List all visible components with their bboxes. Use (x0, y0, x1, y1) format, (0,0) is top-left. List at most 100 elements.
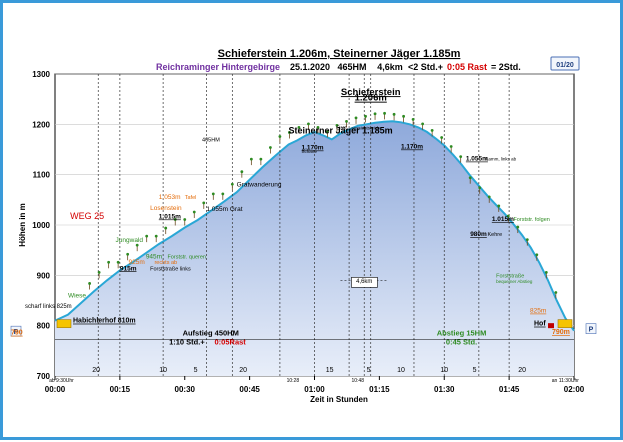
tree-crown (288, 131, 291, 134)
annotation-label: Grat (336, 125, 347, 131)
tree-crown (307, 122, 310, 126)
annotation-label: 1.015m (492, 216, 514, 223)
tree-crown (297, 126, 301, 129)
clock-time: 10:48 (351, 378, 364, 384)
end-ybox: 790m (552, 329, 570, 336)
tree-crown (326, 130, 329, 133)
annotation-label: Forststr. queren (167, 255, 206, 261)
descent-time: 0:45 Std. (446, 337, 477, 346)
tree-crown (316, 126, 320, 129)
y-tick-label: 800 (37, 322, 51, 331)
ascent-time: 1:10 Std.+ (169, 337, 205, 346)
segment-minutes: 5 (194, 367, 198, 374)
annotation-label: 915m (120, 265, 137, 272)
y-tick-label: 700 (37, 372, 51, 381)
tree-crown (525, 238, 529, 242)
date-label: 25.1.2020 (290, 62, 330, 72)
distance-header: 4,6km (377, 62, 403, 72)
tree-crown (449, 145, 453, 148)
x-tick-label: 01:15 (369, 385, 390, 394)
rest-part: 0:05 Rast (447, 62, 487, 72)
tree-crown (430, 129, 434, 132)
x-tick-label: 01:00 (304, 385, 325, 394)
tree-crown (88, 282, 91, 285)
tree-crown (249, 157, 253, 161)
annotation-label: 945m (146, 254, 162, 261)
y-axis-label: Höhen in m (18, 203, 27, 247)
peak-height: 1.206m (355, 93, 387, 104)
time-part2: = 2Std. (491, 62, 521, 72)
descent-title: Abstieg 15HM (437, 329, 487, 338)
segment-minutes: 20 (518, 367, 526, 374)
annotation-label: bequemer Abstieg (496, 279, 533, 284)
clock-time: 10:28 (287, 378, 300, 384)
start-ybox: 790 (11, 330, 23, 337)
weg-label: WEG 25 (70, 211, 104, 221)
segment-minutes: 20 (239, 367, 247, 374)
gain-label: 465HM (337, 62, 366, 72)
tree-crown (202, 201, 206, 205)
tree-crown (411, 117, 415, 121)
tree-crown (544, 270, 548, 274)
profile-chart: Schieferstein 1.206m, Steinerner Jäger 1… (10, 48, 597, 404)
x-tick-label: 01:30 (434, 385, 455, 394)
tree-crown (554, 291, 558, 294)
p-right: P (589, 327, 594, 334)
tree-crown (183, 218, 187, 221)
tree-crown (487, 195, 491, 199)
tree-crown (535, 253, 539, 257)
time-part1: <2 Std.+ (408, 62, 443, 72)
tree-crown (221, 192, 225, 196)
annotation-label: Kamm, links ab (485, 157, 516, 162)
x-tick-label: 00:30 (175, 385, 196, 394)
y-tick-label: 900 (37, 271, 51, 280)
tree-crown (211, 192, 215, 196)
segment-minutes: 5 (367, 367, 371, 374)
chart-title: Schieferstein 1.206m, Steinerner Jäger 1… (218, 48, 461, 60)
tree-crown (392, 112, 396, 116)
profile-line (54, 120, 575, 332)
annotation-label: Jungwald (116, 237, 144, 244)
annotation-label: Wiese (68, 292, 86, 299)
region-label: Reichraminger Hintergebirge (156, 62, 280, 72)
end-sub: 825m (530, 308, 546, 315)
segment-minutes: 10 (397, 367, 405, 374)
tree-crown (192, 210, 196, 214)
y-tick-label: 1100 (33, 171, 51, 180)
tree-crown (373, 112, 377, 116)
tree-crown (383, 111, 386, 115)
tree-crown (164, 226, 168, 230)
x-tick-label: 00:45 (239, 385, 260, 394)
annotation-label: Forststr. folgen (513, 217, 549, 223)
annotation-label: 1.170m (401, 143, 423, 150)
annotation-label: Forststraße links (150, 266, 191, 272)
tree-crown (259, 157, 263, 161)
annotation-label: 1.015m (159, 213, 181, 220)
end-label: Hof (534, 321, 546, 328)
tree-crown (107, 260, 111, 264)
y-tick-label: 1300 (32, 70, 50, 79)
annotation-label: 1.170m (302, 145, 324, 152)
segment-minutes: 5 (473, 367, 477, 374)
x-tick-label: 02:00 (564, 385, 585, 394)
end-marker (548, 323, 554, 329)
tree-crown (126, 252, 130, 256)
page-badge-box (550, 56, 580, 71)
annotation-label: 980m (470, 231, 487, 238)
tree-crown (335, 123, 339, 127)
tree-crown (364, 114, 367, 118)
peak-title: Schieferstein (341, 87, 401, 98)
annotation-label: Kehre (488, 232, 503, 238)
tree-crown (230, 182, 234, 186)
p-right-box (585, 323, 597, 334)
clock-time: ab 9:30Uhr (49, 378, 74, 384)
tree-crown (278, 135, 282, 138)
tree-crown (116, 260, 120, 264)
page-badge: 01/20 (556, 62, 574, 69)
x-axis-label: Zeit in Stunden (310, 395, 368, 404)
clock-time: an 11:30Uhr (552, 378, 579, 384)
start-hut (56, 319, 72, 328)
tree-crown (440, 136, 444, 139)
annotation-label: aussichtsreich (351, 125, 380, 130)
